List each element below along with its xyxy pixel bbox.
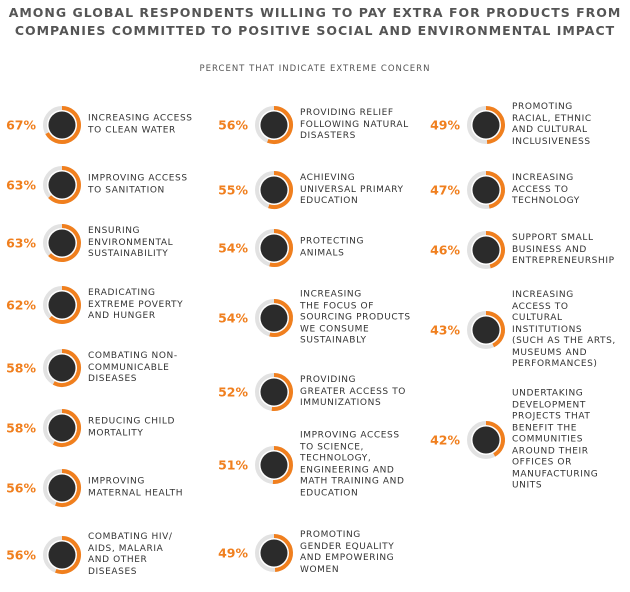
icon-circle bbox=[472, 111, 500, 139]
category-label: IMPROVING MATERNAL HEALTH bbox=[88, 476, 184, 499]
icon-circle bbox=[48, 229, 76, 257]
category-label: COMBATING HIV/ AIDS, MALARIA AND OTHER D… bbox=[88, 532, 173, 577]
percent-label: 47% bbox=[430, 182, 460, 198]
category-label: SUPPORT SMALL BUSINESS AND ENTREPRENEURS… bbox=[512, 232, 615, 266]
ring-arc bbox=[267, 106, 293, 144]
category-label: INCREASING ACCESS TO TECHNOLOGY bbox=[512, 172, 580, 206]
category-label: IMPROVING ACCESS TO SANITATION bbox=[88, 173, 188, 196]
icon-circle bbox=[48, 474, 76, 502]
icon-circle bbox=[260, 539, 288, 567]
percent-label: 46% bbox=[430, 242, 460, 258]
ring-arc bbox=[45, 106, 81, 144]
percent-label: 62% bbox=[6, 297, 36, 313]
percent-label: 52% bbox=[218, 384, 248, 400]
icon-circle bbox=[48, 111, 76, 139]
ring-arc bbox=[485, 311, 505, 348]
category-label: INCREASING ACCESS TO CLEAN WATER bbox=[88, 113, 193, 136]
ring-arc bbox=[271, 373, 293, 411]
category-label: INCREASING ACCESS TO CULTURAL INSTITUTIO… bbox=[512, 289, 616, 369]
category-label: INCREASING THE FOCUS OF SOURCING PRODUCT… bbox=[300, 289, 411, 346]
percent-label: 54% bbox=[218, 240, 248, 256]
ring-arc bbox=[485, 231, 505, 269]
icon-circle bbox=[48, 171, 76, 199]
ring-arc bbox=[52, 349, 81, 387]
icon-circle bbox=[260, 234, 288, 262]
ring-arc bbox=[48, 224, 81, 262]
category-label: PROTECTING ANIMALS bbox=[300, 236, 365, 259]
icon-circle bbox=[48, 354, 76, 382]
icon-circle bbox=[48, 414, 76, 442]
subtitle: PERCENT THAT INDICATE EXTREME CONCERN bbox=[199, 64, 431, 74]
ring-arc bbox=[48, 166, 81, 204]
category-label: ENSURING ENVIRONMENTAL SUSTAINABILITY bbox=[88, 225, 174, 259]
title: AMONG GLOBAL RESPONDENTS WILLING TO PAY … bbox=[8, 5, 622, 38]
percent-label: 54% bbox=[218, 310, 248, 326]
category-label: PROVIDING GREATER ACCESS TO IMMUNIZATION… bbox=[300, 374, 406, 408]
percent-label: 42% bbox=[430, 432, 460, 448]
icon-circle bbox=[260, 378, 288, 406]
ring-arc bbox=[485, 106, 505, 144]
category-label: IMPROVING ACCESS TO SCIENCE, TECHNOLOGY,… bbox=[300, 430, 405, 499]
percent-label: 63% bbox=[6, 235, 36, 251]
icon-circle bbox=[472, 426, 500, 454]
percent-label: 43% bbox=[430, 322, 460, 338]
ring-arc bbox=[55, 536, 81, 574]
category-label: PROVIDING RELIEF FOLLOWING NATURAL DISAS… bbox=[300, 107, 409, 141]
ring-arc bbox=[269, 229, 293, 267]
category-label: UNDERTAKING DEVELOPMENT PROJECTS THAT BE… bbox=[512, 388, 599, 491]
percent-label: 56% bbox=[6, 547, 36, 563]
category-label: ACHIEVING UNIVERSAL PRIMARY EDUCATION bbox=[300, 172, 404, 206]
ring-arc bbox=[55, 469, 81, 507]
percent-label: 58% bbox=[6, 360, 36, 376]
icon-circle bbox=[260, 176, 288, 204]
icon-circle bbox=[472, 316, 500, 344]
percent-label: 63% bbox=[6, 177, 36, 193]
category-label: PROMOTING RACIAL, ETHNIC AND CULTURAL IN… bbox=[512, 102, 592, 147]
percent-label: 56% bbox=[218, 117, 248, 133]
icon-circle bbox=[472, 176, 500, 204]
percent-label: 58% bbox=[6, 420, 36, 436]
percent-label: 49% bbox=[218, 545, 248, 561]
ring-arc bbox=[268, 171, 293, 209]
category-label: PROMOTING GENDER EQUALITY AND EMPOWERING… bbox=[300, 530, 395, 575]
ring-arc bbox=[52, 409, 81, 447]
icon-circle bbox=[260, 304, 288, 332]
icon-circle bbox=[260, 451, 288, 479]
percent-label: 55% bbox=[218, 182, 248, 198]
category-label: ERADICATING EXTREME POVERTY AND HUNGER bbox=[88, 287, 184, 321]
icon-circle bbox=[472, 236, 500, 264]
icon-circle bbox=[48, 541, 76, 569]
category-label: COMBATING NON- COMMUNICABLE DISEASES bbox=[88, 350, 178, 384]
ring-arc bbox=[485, 171, 505, 209]
percent-label: 49% bbox=[430, 117, 460, 133]
percent-label: 56% bbox=[6, 480, 36, 496]
ring-arc bbox=[272, 446, 293, 484]
icon-circle bbox=[260, 111, 288, 139]
ring-arc bbox=[48, 286, 81, 324]
percent-label: 51% bbox=[218, 457, 248, 473]
percent-label: 67% bbox=[6, 117, 36, 133]
ring-arc bbox=[273, 534, 293, 572]
category-label: REDUCING CHILD MORTALITY bbox=[88, 416, 176, 439]
ring-arc bbox=[485, 421, 505, 457]
icon-circle bbox=[48, 291, 76, 319]
ring-arc bbox=[269, 299, 293, 337]
